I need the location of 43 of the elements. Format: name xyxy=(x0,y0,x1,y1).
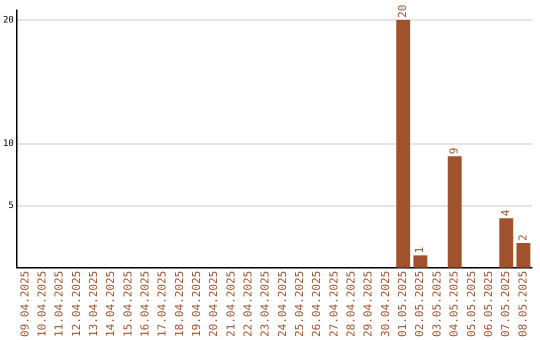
data-label: 4 xyxy=(499,209,512,216)
x-tick-label: 30.04.2025 xyxy=(378,270,392,338)
bar xyxy=(499,218,514,268)
x-tick-label: 11.04.2025 xyxy=(52,270,66,338)
x-tick-label: 05.05.2025 xyxy=(464,270,478,338)
x-tick-label: 19.04.2025 xyxy=(190,270,204,338)
x-tick-label: 26.04.2025 xyxy=(310,270,324,338)
x-tick-label: 07.05.2025 xyxy=(499,270,512,338)
x-tick-label: 09.04.2025 xyxy=(18,270,32,338)
bar xyxy=(413,255,428,268)
x-tick-label: 29.04.2025 xyxy=(362,270,375,338)
data-label: 2 xyxy=(516,234,530,241)
y-tick-label: 10 xyxy=(2,139,14,150)
y-tick-label: 5 xyxy=(8,201,14,212)
x-tick-label: 04.05.2025 xyxy=(448,270,461,338)
x-tick-label: 15.04.2025 xyxy=(121,270,134,338)
x-tick-label: 27.04.2025 xyxy=(327,270,340,338)
x-tick-label: 02.05.2025 xyxy=(413,270,426,338)
x-tick-label: 22.04.2025 xyxy=(242,270,255,338)
x-tick-label: 08.05.2025 xyxy=(516,270,530,338)
x-tick-label: 01.05.2025 xyxy=(396,270,410,338)
x-tick-label: 10.04.2025 xyxy=(35,270,48,338)
x-tick-label: 13.04.2025 xyxy=(86,270,100,338)
x-tick-label: 03.05.2025 xyxy=(430,270,444,338)
data-label: 1 xyxy=(413,246,426,254)
x-tick-label: 16.04.2025 xyxy=(138,270,152,338)
y-tick-label: 20 xyxy=(2,15,14,26)
x-tick-label: 12.04.2025 xyxy=(70,270,83,338)
x-tick-label: 14.04.2025 xyxy=(104,270,118,338)
x-tick-label: 28.04.2025 xyxy=(344,270,358,338)
x-tick-label: 20.04.2025 xyxy=(207,270,220,338)
bar xyxy=(396,20,410,268)
x-tick-label: 21.04.2025 xyxy=(224,270,238,338)
x-tick-label: 24.04.2025 xyxy=(276,270,289,338)
x-tick-label: 18.04.2025 xyxy=(172,270,186,338)
x-tick-label: 06.05.2025 xyxy=(482,270,495,338)
data-label: 20 xyxy=(396,4,410,18)
bar xyxy=(516,242,530,268)
data-label: 9 xyxy=(448,148,461,154)
x-tick-label: 23.04.2025 xyxy=(258,270,272,338)
x-tick-label: 25.04.2025 xyxy=(293,270,306,338)
x-tick-label: 17.04.2025 xyxy=(156,270,169,338)
bar xyxy=(448,156,462,268)
